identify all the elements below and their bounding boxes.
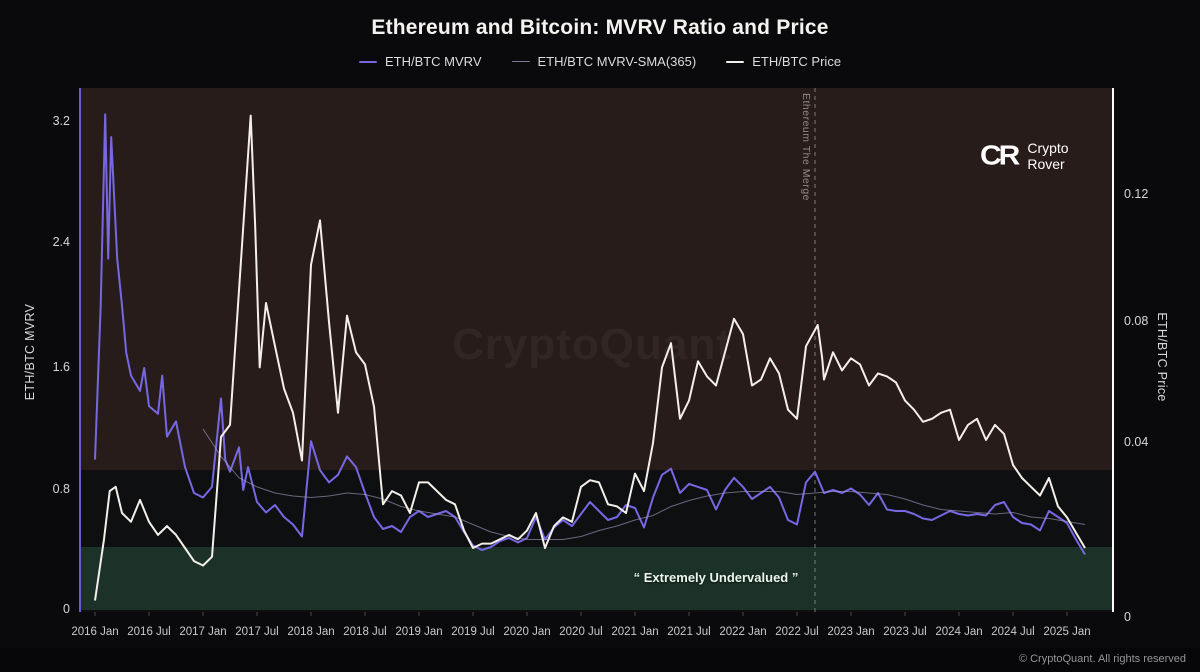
x-tick-label: 2023 Jul — [883, 626, 927, 638]
band-overvalued — [80, 88, 1113, 471]
right-tick-label: 0 — [1124, 610, 1131, 624]
legend: ETH/BTC MVRV ETH/BTC MVRV-SMA(365) ETH/B… — [0, 54, 1200, 69]
x-tick-label: 2020 Jul — [559, 626, 603, 638]
right-tick-label: 0.12 — [1124, 187, 1149, 201]
left-tick-label: 2.4 — [52, 235, 70, 249]
right-tick-label: 0.08 — [1124, 314, 1149, 328]
crypto-rover-logo: CR Crypto Rover — [980, 139, 1069, 173]
x-tick-label: 2017 Jan — [179, 626, 227, 638]
footer-bar: © CryptoQuant. All rights reserved — [0, 648, 1200, 672]
series-line-1 — [202, 428, 1086, 540]
undervalued-annotation: “ Extremely Undervalued ” — [633, 570, 799, 585]
x-tick-label: 2022 Jul — [775, 626, 819, 638]
x-tick-label: 2024 Jan — [935, 626, 983, 638]
cryptoquant-watermark: CryptoQuant — [452, 320, 732, 369]
page-title: Ethereum and Bitcoin: MVRV Ratio and Pri… — [371, 16, 829, 39]
x-tick-label: 2018 Jan — [287, 626, 335, 638]
left-tick-label: 1.6 — [52, 360, 70, 374]
x-tick-label: 2019 Jan — [395, 626, 443, 638]
band-extremely_undervalued — [80, 547, 1113, 610]
x-tick-label: 2025 Jan — [1043, 626, 1091, 638]
right-tick-label: 0.04 — [1124, 435, 1149, 449]
legend-label-mvrv-sma: ETH/BTC MVRV-SMA(365) — [537, 54, 697, 69]
legend-item-mvrv-sma[interactable]: ETH/BTC MVRV-SMA(365) — [511, 54, 697, 69]
x-tick-label: 2016 Jul — [127, 626, 171, 638]
legend-item-mvrv[interactable]: ETH/BTC MVRV — [358, 54, 482, 69]
x-tick-label: 2019 Jul — [451, 626, 495, 638]
crypto-rover-logo-icon: CR — [980, 140, 1020, 171]
x-tick-label: 2020 Jan — [503, 626, 551, 638]
price-line-swatch-icon — [726, 60, 745, 63]
left-tick-label: 0 — [63, 602, 70, 616]
left-tick-label: 0.8 — [52, 482, 70, 496]
legend-label-price: ETH/BTC Price — [752, 54, 842, 69]
x-tick-label: 2021 Jul — [667, 626, 711, 638]
copyright-text: © CryptoQuant. All rights reserved — [1018, 653, 1186, 665]
legend-label-mvrv: ETH/BTC MVRV — [384, 54, 482, 69]
sma-line-swatch-icon — [511, 61, 530, 62]
left-axis-title: ETH/BTC MVRV — [23, 303, 37, 401]
merge-event-label: Ethereum The Merge — [800, 93, 812, 202]
crypto-rover-logo-name: Crypto Rover — [1027, 139, 1069, 172]
x-tick-label: 2024 Jul — [991, 626, 1035, 638]
x-tick-label: 2018 Jul — [343, 626, 387, 638]
legend-item-price[interactable]: ETH/BTC Price — [726, 54, 841, 69]
x-tick-label: 2016 Jan — [71, 626, 119, 638]
right-axis-title: ETH/BTC Price — [1155, 312, 1169, 402]
mvrv-line-swatch-icon — [358, 60, 377, 63]
x-tick-label: 2023 Jan — [827, 626, 875, 638]
x-tick-label: 2022 Jan — [719, 626, 767, 638]
left-tick-label: 3.2 — [52, 114, 70, 128]
x-tick-label: 2021 Jan — [611, 626, 659, 638]
x-tick-label: 2017 Jul — [235, 626, 279, 638]
series-line-2 — [94, 114, 1086, 601]
